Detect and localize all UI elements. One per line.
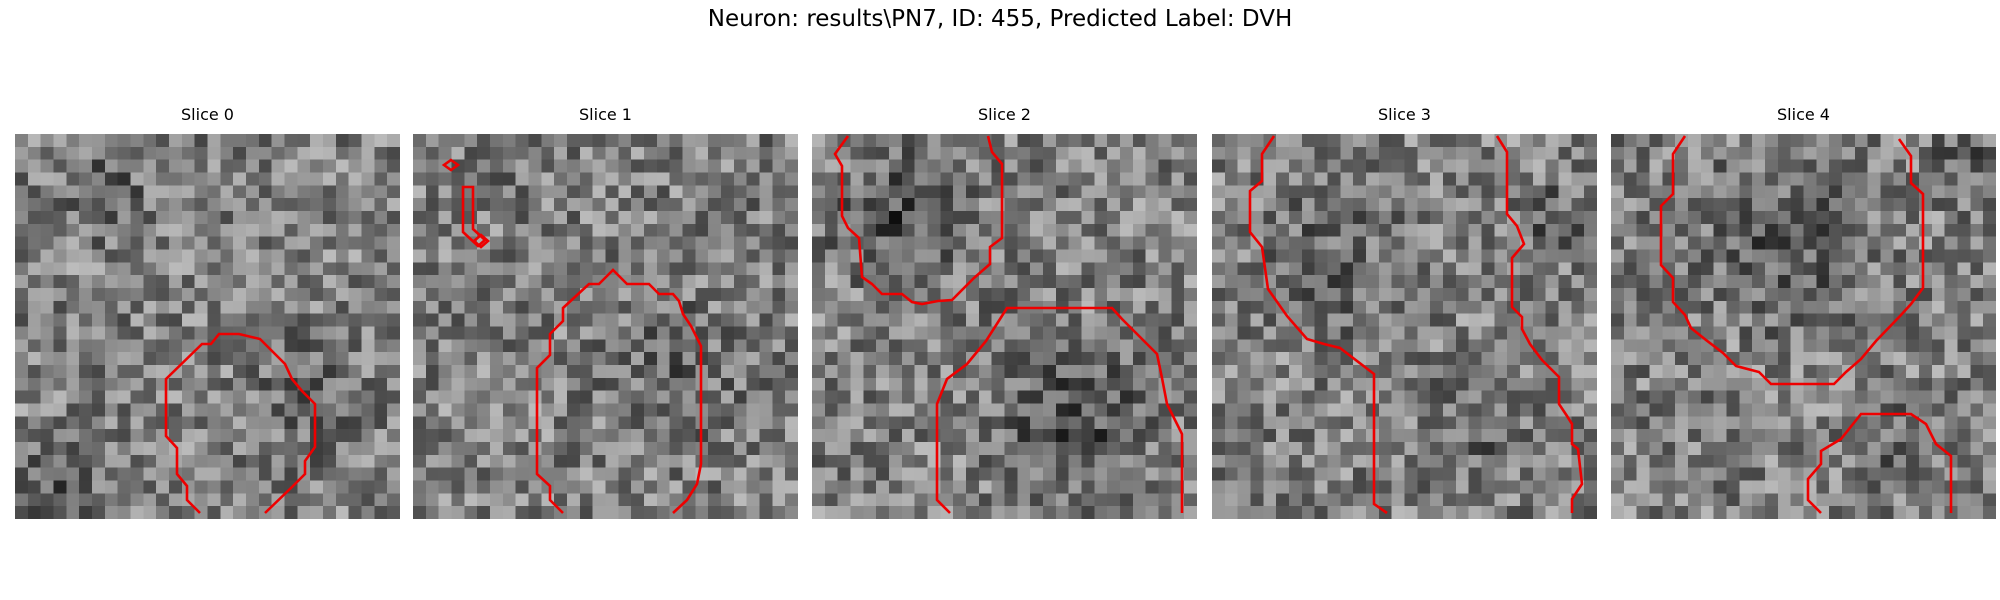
- slice-image-0: [15, 134, 400, 519]
- slice-title-3: Slice 3: [1212, 105, 1597, 124]
- slice-contour-overlay-1: [413, 134, 798, 519]
- slice-title-1: Slice 1: [413, 105, 798, 124]
- slice-title-0: Slice 0: [15, 105, 400, 124]
- cell-contour: [1808, 414, 1951, 513]
- slice-image-2: [812, 134, 1197, 519]
- slice-contour-overlay-2: [812, 134, 1197, 519]
- slice-title-2: Slice 2: [812, 105, 1197, 124]
- artifact-contour: [444, 160, 458, 170]
- figure-title: Neuron: results\PN7, ID: 455, Predicted …: [0, 6, 2000, 32]
- cell-contour: [1661, 136, 1923, 384]
- slice-title-4: Slice 4: [1611, 105, 1996, 124]
- cell-contour: [537, 270, 701, 513]
- cell-contour: [166, 334, 315, 513]
- slice-contour-overlay-4: [1611, 134, 1996, 519]
- slice-contour-overlay-3: [1212, 134, 1597, 519]
- cell-contour: [835, 136, 1002, 304]
- slice-contour-overlay-0: [15, 134, 400, 519]
- cell-contour: [1497, 136, 1582, 513]
- slice-image-3: [1212, 134, 1597, 519]
- cell-contour: [1250, 136, 1387, 513]
- cell-contour: [937, 308, 1182, 513]
- slice-image-4: [1611, 134, 1996, 519]
- slice-image-1: [413, 134, 798, 519]
